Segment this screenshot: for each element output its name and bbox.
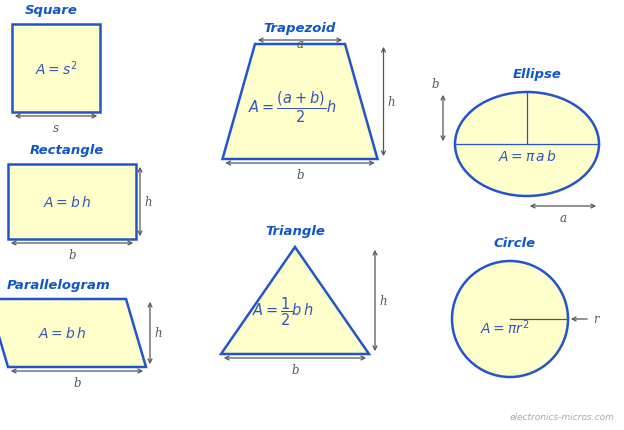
Polygon shape [221,247,369,354]
Text: Rectangle: Rectangle [30,144,104,157]
Text: b: b [73,376,80,389]
Ellipse shape [455,93,599,197]
Polygon shape [0,299,146,367]
Text: Circle: Circle [494,237,536,249]
Text: r: r [593,313,598,326]
Ellipse shape [452,261,568,377]
Text: $A=\dfrac{(a+b)}{2}h$: $A=\dfrac{(a+b)}{2}h$ [248,89,336,125]
Text: b: b [296,169,304,181]
Text: b: b [68,249,76,261]
Bar [12,25,100,113]
Text: $A=b\,h$: $A=b\,h$ [38,326,86,341]
Text: $A=\pi\,a\,b$: $A=\pi\,a\,b$ [497,149,557,164]
Text: s: s [53,122,59,135]
Text: $A=b\,h$: $A=b\,h$ [43,194,91,209]
Text: h: h [379,294,387,307]
Bar [8,165,136,240]
Text: a: a [560,212,567,224]
Text: b: b [432,78,439,91]
Text: a: a [296,38,303,51]
Text: Square: Square [24,4,77,17]
Text: $A=\pi r^{2}$: $A=\pi r^{2}$ [480,318,530,337]
Text: $A=\dfrac{1}{2}b\,h$: $A=\dfrac{1}{2}b\,h$ [252,295,314,328]
Polygon shape [223,45,378,160]
Text: Triangle: Triangle [265,224,325,237]
Text: b: b [291,363,299,376]
Text: electronics-micros.com: electronics-micros.com [509,412,614,421]
Text: h: h [144,196,152,209]
Text: $A=s^{2}$: $A=s^{2}$ [35,60,77,78]
Text: Trapezoid: Trapezoid [264,22,336,35]
Text: Ellipse: Ellipse [512,68,562,81]
Text: h: h [154,327,162,340]
Text: Parallelogram: Parallelogram [7,278,111,291]
Text: h: h [388,96,395,109]
